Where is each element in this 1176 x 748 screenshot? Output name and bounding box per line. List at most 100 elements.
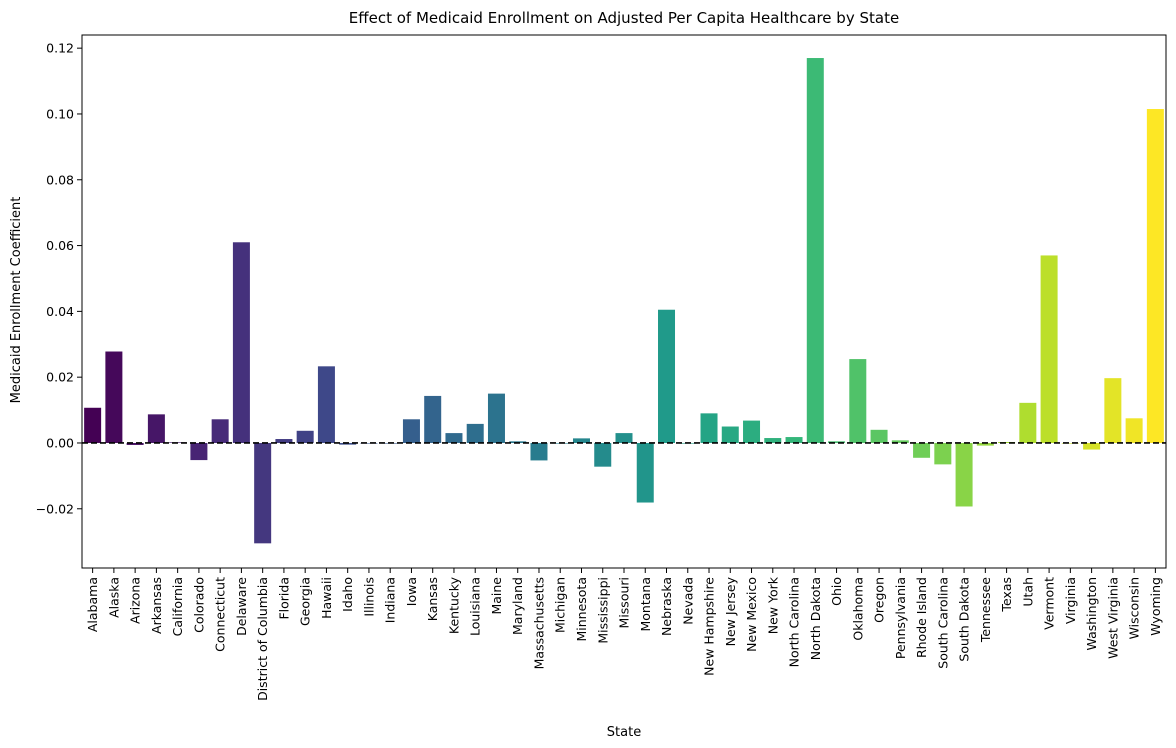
x-tick-label: Arizona [128, 577, 143, 624]
x-tick-label: Minnesota [574, 577, 589, 642]
bar-pennsylvania [891, 440, 909, 443]
bar-idaho [339, 442, 357, 445]
x-tick-label: Ohio [829, 577, 844, 606]
x-tick-label: Montana [638, 577, 653, 632]
x-tick-label: Tennessee [978, 577, 993, 643]
bar-west-virginia [1104, 378, 1122, 443]
x-tick-label: Colorado [191, 577, 206, 633]
bar-new-york [764, 438, 782, 443]
y-tick-label: 0.04 [46, 304, 74, 319]
bar-missouri [615, 433, 633, 443]
x-tick-label: New Mexico [744, 577, 759, 652]
bar-connecticut [211, 419, 229, 443]
bar-colorado [190, 442, 208, 461]
x-axis-ticks: Alabama Alaska Arizona Arkansas California Co… [85, 568, 1163, 701]
x-axis-label: State [607, 725, 641, 740]
x-tick-label: Rhode Island [914, 577, 929, 658]
x-tick-label: Kansas [425, 577, 440, 621]
x-tick-label: Florida [276, 577, 291, 620]
x-tick-label: Massachusetts [531, 577, 546, 669]
y-axis-label: Medicaid Enrollment Coefficient [9, 197, 24, 404]
y-tick-label: 0.00 [46, 435, 74, 450]
y-tick-label: 0.10 [46, 106, 74, 121]
x-tick-label: Wisconsin [1127, 577, 1142, 639]
x-tick-label: Wyoming [1148, 577, 1163, 636]
x-tick-label: Alaska [106, 577, 121, 618]
x-tick-label: Alabama [85, 577, 100, 632]
x-tick-label: Georgia [298, 577, 313, 626]
bar-iowa [402, 419, 420, 443]
bar-illinois [360, 442, 378, 444]
bars-group [84, 58, 1164, 544]
bar-wyoming [1146, 109, 1164, 443]
x-tick-label: North Dakota [808, 577, 823, 660]
bar-vermont [1040, 255, 1058, 443]
x-tick-label: Michigan [553, 577, 568, 633]
x-tick-label: Delaware [234, 577, 249, 636]
x-tick-label: Virginia [1063, 577, 1078, 624]
bar-alaska [105, 351, 123, 443]
x-tick-label: Illinois [361, 577, 376, 617]
bar-south-carolina [934, 442, 952, 465]
bar-new-hampshire [700, 413, 718, 443]
bar-washington [1083, 442, 1101, 450]
bar-rhode-island [913, 442, 931, 458]
x-tick-label: North Carolina [787, 577, 802, 667]
bar-texas [998, 441, 1016, 443]
bar-tennessee [976, 442, 994, 446]
x-tick-label: Oregon [872, 577, 887, 623]
bar-hawaii [317, 366, 335, 443]
x-tick-label: Maryland [510, 577, 525, 635]
bar-arkansas [147, 414, 165, 443]
y-tick-label: 0.06 [46, 238, 74, 253]
bar-north-carolina [785, 437, 803, 443]
x-tick-label: Utah [1020, 577, 1035, 607]
x-tick-label: Louisiana [468, 577, 483, 636]
x-tick-label: Idaho [340, 577, 355, 612]
bar-wisconsin [1125, 418, 1143, 443]
bar-nebraska [658, 309, 676, 443]
bar-minnesota [572, 438, 590, 443]
x-tick-label: Maine [489, 577, 504, 615]
x-tick-label: South Dakota [957, 577, 972, 662]
bar-ohio [828, 441, 846, 443]
x-tick-label: Mississippi [595, 577, 610, 644]
bar-north-dakota [806, 58, 824, 443]
bar-kansas [424, 395, 442, 443]
y-axis-ticks: −0.02 0.00 0.02 0.04 0.06 0.08 0.10 0.12 [36, 41, 82, 516]
bar-delaware [232, 242, 250, 443]
bar-maryland [509, 441, 527, 443]
bar-montana [636, 442, 654, 503]
bar-oregon [870, 429, 888, 443]
x-tick-label: Texas [999, 577, 1014, 613]
x-tick-label: Washington [1084, 577, 1099, 650]
x-tick-label: Vermont [1042, 577, 1057, 630]
x-tick-label: New Hampshire [702, 577, 717, 676]
y-tick-label: 0.08 [46, 172, 74, 187]
x-tick-label: California [170, 577, 185, 636]
x-tick-label: South Carolina [935, 577, 950, 669]
bar-district-of-columbia [254, 442, 272, 544]
bar-mississippi [594, 442, 612, 467]
x-tick-label: New York [765, 576, 780, 634]
bar-arizona [126, 442, 144, 445]
x-tick-label: New Jersey [723, 576, 738, 646]
x-tick-label: Arkansas [149, 577, 164, 634]
x-tick-label: West Virginia [1105, 577, 1120, 659]
x-tick-label: Oklahoma [850, 577, 865, 641]
bar-utah [1019, 402, 1037, 443]
y-tick-label: 0.02 [46, 370, 74, 385]
y-tick-label: 0.12 [46, 41, 74, 56]
x-tick-label: Indiana [383, 577, 398, 623]
bar-georgia [296, 430, 314, 443]
bar-alabama [84, 407, 102, 443]
x-tick-label: Kentucky [446, 576, 461, 634]
chart-title: Effect of Medicaid Enrollment on Adjuste… [349, 9, 899, 27]
bar-oklahoma [849, 359, 867, 443]
x-tick-label: Missouri [617, 577, 632, 628]
x-tick-label: Nevada [680, 577, 695, 625]
x-tick-label: District of Columbia [255, 577, 270, 701]
bar-louisiana [466, 423, 484, 443]
x-tick-label: Connecticut [213, 577, 228, 652]
